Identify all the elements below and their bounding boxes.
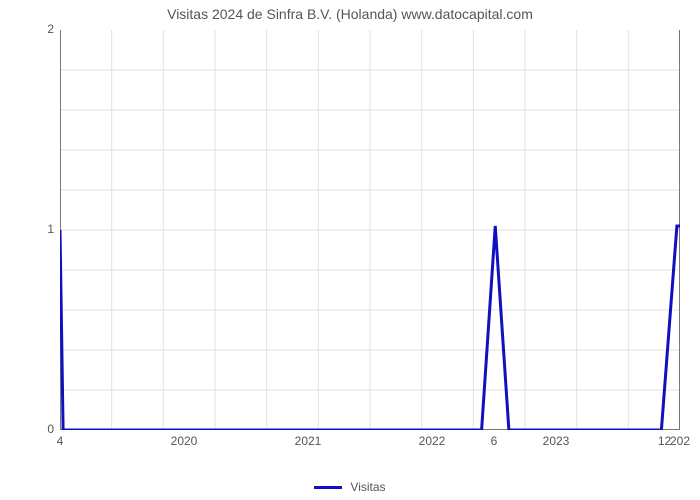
chart-title: Visitas 2024 de Sinfra B.V. (Holanda) ww… (0, 6, 700, 22)
x-tick-label: 2020 (171, 434, 198, 448)
x-tick-label: 2023 (543, 434, 570, 448)
y-tick-label: 2 (38, 22, 54, 36)
chart-legend: Visitas (0, 476, 700, 495)
x-tick-label: 202 (670, 434, 690, 448)
legend-swatch-icon (314, 486, 342, 489)
y-tick-label: 0 (38, 422, 54, 436)
x-tick-label: 4 (57, 434, 64, 448)
legend-label: Visitas (350, 480, 385, 494)
x-tick-label: 6 (491, 434, 498, 448)
chart-plot-area (60, 30, 680, 430)
line-chart-svg (60, 30, 680, 430)
x-tick-label: 2022 (419, 434, 446, 448)
x-tick-label: 2021 (295, 434, 322, 448)
y-tick-label: 1 (38, 222, 54, 236)
legend-item-visitas: Visitas (314, 480, 385, 494)
